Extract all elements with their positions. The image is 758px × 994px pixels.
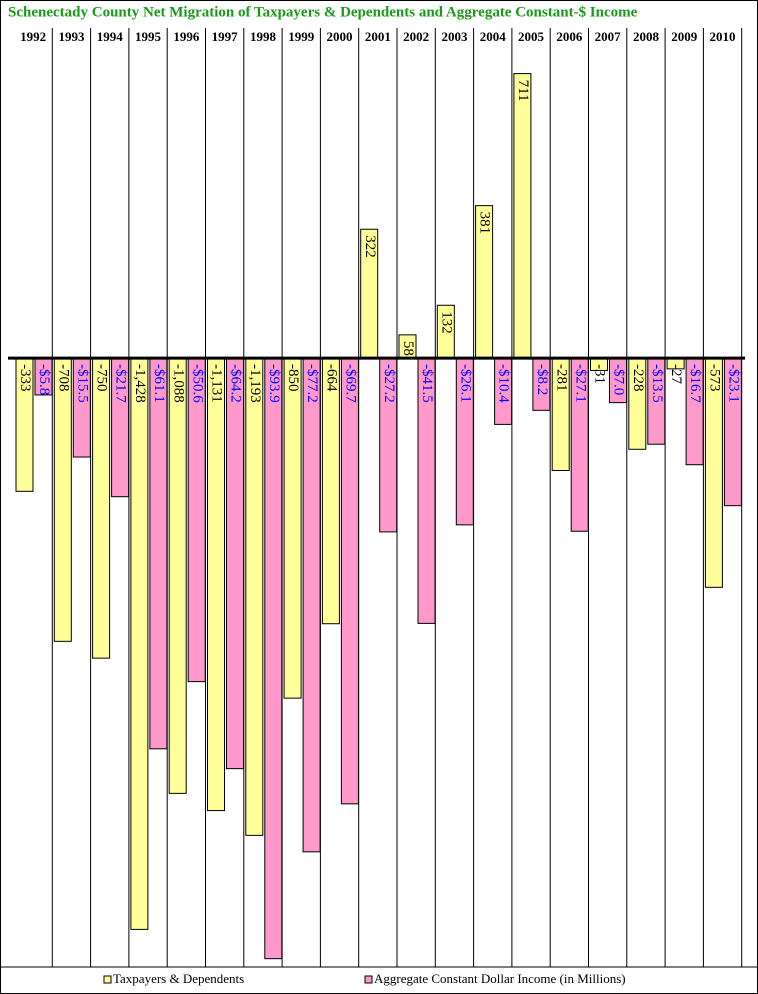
data-label: -$15.5 xyxy=(74,364,90,403)
x-tick-label: 1994 xyxy=(97,29,124,44)
x-tick-label: 1995 xyxy=(135,29,162,44)
x-tick-label: 1999 xyxy=(288,29,315,44)
bar xyxy=(187,357,206,683)
data-label: -$13.5 xyxy=(649,364,665,403)
bar xyxy=(207,357,225,812)
x-tick-label: 2003 xyxy=(441,29,468,44)
x-tick-label: 1998 xyxy=(250,29,277,44)
x-tick-label: 2006 xyxy=(556,29,583,44)
data-label: -$8.2 xyxy=(534,364,550,395)
x-tick-label: 2002 xyxy=(403,29,429,44)
data-label: 711 xyxy=(515,80,531,102)
data-label: -281 xyxy=(553,364,569,392)
data-label: -850 xyxy=(285,364,301,392)
data-label: -$21.7 xyxy=(113,364,129,403)
legend-swatch xyxy=(364,975,373,984)
x-tick-label: 2008 xyxy=(633,29,660,44)
data-label: -$77.2 xyxy=(304,364,320,403)
bar xyxy=(321,357,340,625)
x-tick-label: 2010 xyxy=(710,29,736,44)
legend-label: Aggregate Constant Dollar Income (in Mil… xyxy=(374,971,626,986)
bar xyxy=(92,357,111,659)
bar xyxy=(226,357,244,770)
data-label: -573 xyxy=(706,364,722,392)
data-label: -$27.2 xyxy=(381,364,397,403)
bar xyxy=(513,73,532,359)
data-label: -228 xyxy=(630,364,646,392)
data-label: -1,428 xyxy=(132,364,148,403)
data-label: -1,131 xyxy=(209,364,225,403)
data-label: -$69.7 xyxy=(342,364,358,403)
data-label: -$26.1 xyxy=(457,364,473,403)
x-tick-label: 1993 xyxy=(58,29,85,44)
data-label: -1,193 xyxy=(247,364,263,403)
x-tick-label: 1997 xyxy=(212,29,239,44)
x-tick-label: 1996 xyxy=(173,29,200,44)
bar xyxy=(704,357,723,588)
data-label: -$64.2 xyxy=(228,364,244,403)
legend-swatch xyxy=(103,975,112,984)
bar xyxy=(302,357,321,853)
data-label: -$16.7 xyxy=(687,364,703,403)
data-label: -$41.5 xyxy=(419,364,435,403)
data-label: -1,088 xyxy=(170,364,186,403)
x-tick-label: 2004 xyxy=(480,29,507,44)
x-tick-label: 2009 xyxy=(671,29,698,44)
x-tick-label: 1992 xyxy=(20,29,46,44)
data-label: 322 xyxy=(362,235,378,258)
bar xyxy=(283,357,302,699)
data-label: -$61.1 xyxy=(151,364,167,403)
data-label: -$7.0 xyxy=(611,364,627,395)
data-label: 381 xyxy=(477,212,493,235)
data-label: -$50.6 xyxy=(189,364,205,403)
data-label: -750 xyxy=(94,364,110,392)
data-label: -$5.8 xyxy=(36,364,52,395)
legend-label: Taxpayers & Dependents xyxy=(113,971,244,986)
bar xyxy=(53,357,72,642)
bar xyxy=(130,357,149,930)
data-label: 58 xyxy=(400,341,416,356)
data-label: -$10.4 xyxy=(496,364,512,403)
bar xyxy=(149,357,168,750)
data-label: -333 xyxy=(17,364,33,392)
bar xyxy=(340,357,359,805)
data-label: -$93.9 xyxy=(266,364,282,403)
data-label: -664 xyxy=(323,364,339,392)
chart-title: Schenectady County Net Migration of Taxp… xyxy=(8,4,638,20)
data-label: -27 xyxy=(668,364,684,384)
bar xyxy=(245,357,264,836)
data-label: -708 xyxy=(55,364,71,392)
bar xyxy=(168,357,187,794)
data-label: -$23.1 xyxy=(725,364,741,403)
x-tick-label: 2000 xyxy=(327,29,353,44)
bar xyxy=(264,357,283,960)
data-label: -31 xyxy=(592,364,608,384)
x-tick-label: 2007 xyxy=(595,29,622,44)
data-label: -$27.1 xyxy=(572,364,588,403)
data-label: 132 xyxy=(438,311,454,334)
x-tick-label: 2001 xyxy=(365,29,391,44)
x-tick-label: 2005 xyxy=(518,29,545,44)
